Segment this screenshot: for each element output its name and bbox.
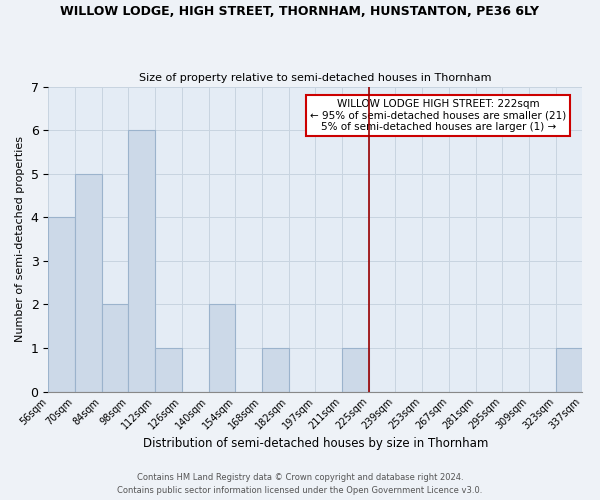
Bar	[48, 218, 75, 392]
Bar	[262, 348, 289, 392]
Text: WILLOW LODGE HIGH STREET: 222sqm
← 95% of semi-detached houses are smaller (21)
: WILLOW LODGE HIGH STREET: 222sqm ← 95% o…	[310, 99, 566, 132]
Bar	[155, 348, 182, 392]
Bar	[556, 348, 583, 392]
Text: WILLOW LODGE, HIGH STREET, THORNHAM, HUNSTANTON, PE36 6LY: WILLOW LODGE, HIGH STREET, THORNHAM, HUN…	[61, 5, 539, 18]
Bar	[209, 304, 235, 392]
Bar	[75, 174, 101, 392]
Title: Size of property relative to semi-detached houses in Thornham: Size of property relative to semi-detach…	[139, 73, 491, 83]
Bar	[128, 130, 155, 392]
Text: Contains HM Land Registry data © Crown copyright and database right 2024.
Contai: Contains HM Land Registry data © Crown c…	[118, 474, 482, 495]
Bar	[101, 304, 128, 392]
X-axis label: Distribution of semi-detached houses by size in Thornham: Distribution of semi-detached houses by …	[143, 437, 488, 450]
Bar	[342, 348, 369, 392]
Y-axis label: Number of semi-detached properties: Number of semi-detached properties	[15, 136, 25, 342]
